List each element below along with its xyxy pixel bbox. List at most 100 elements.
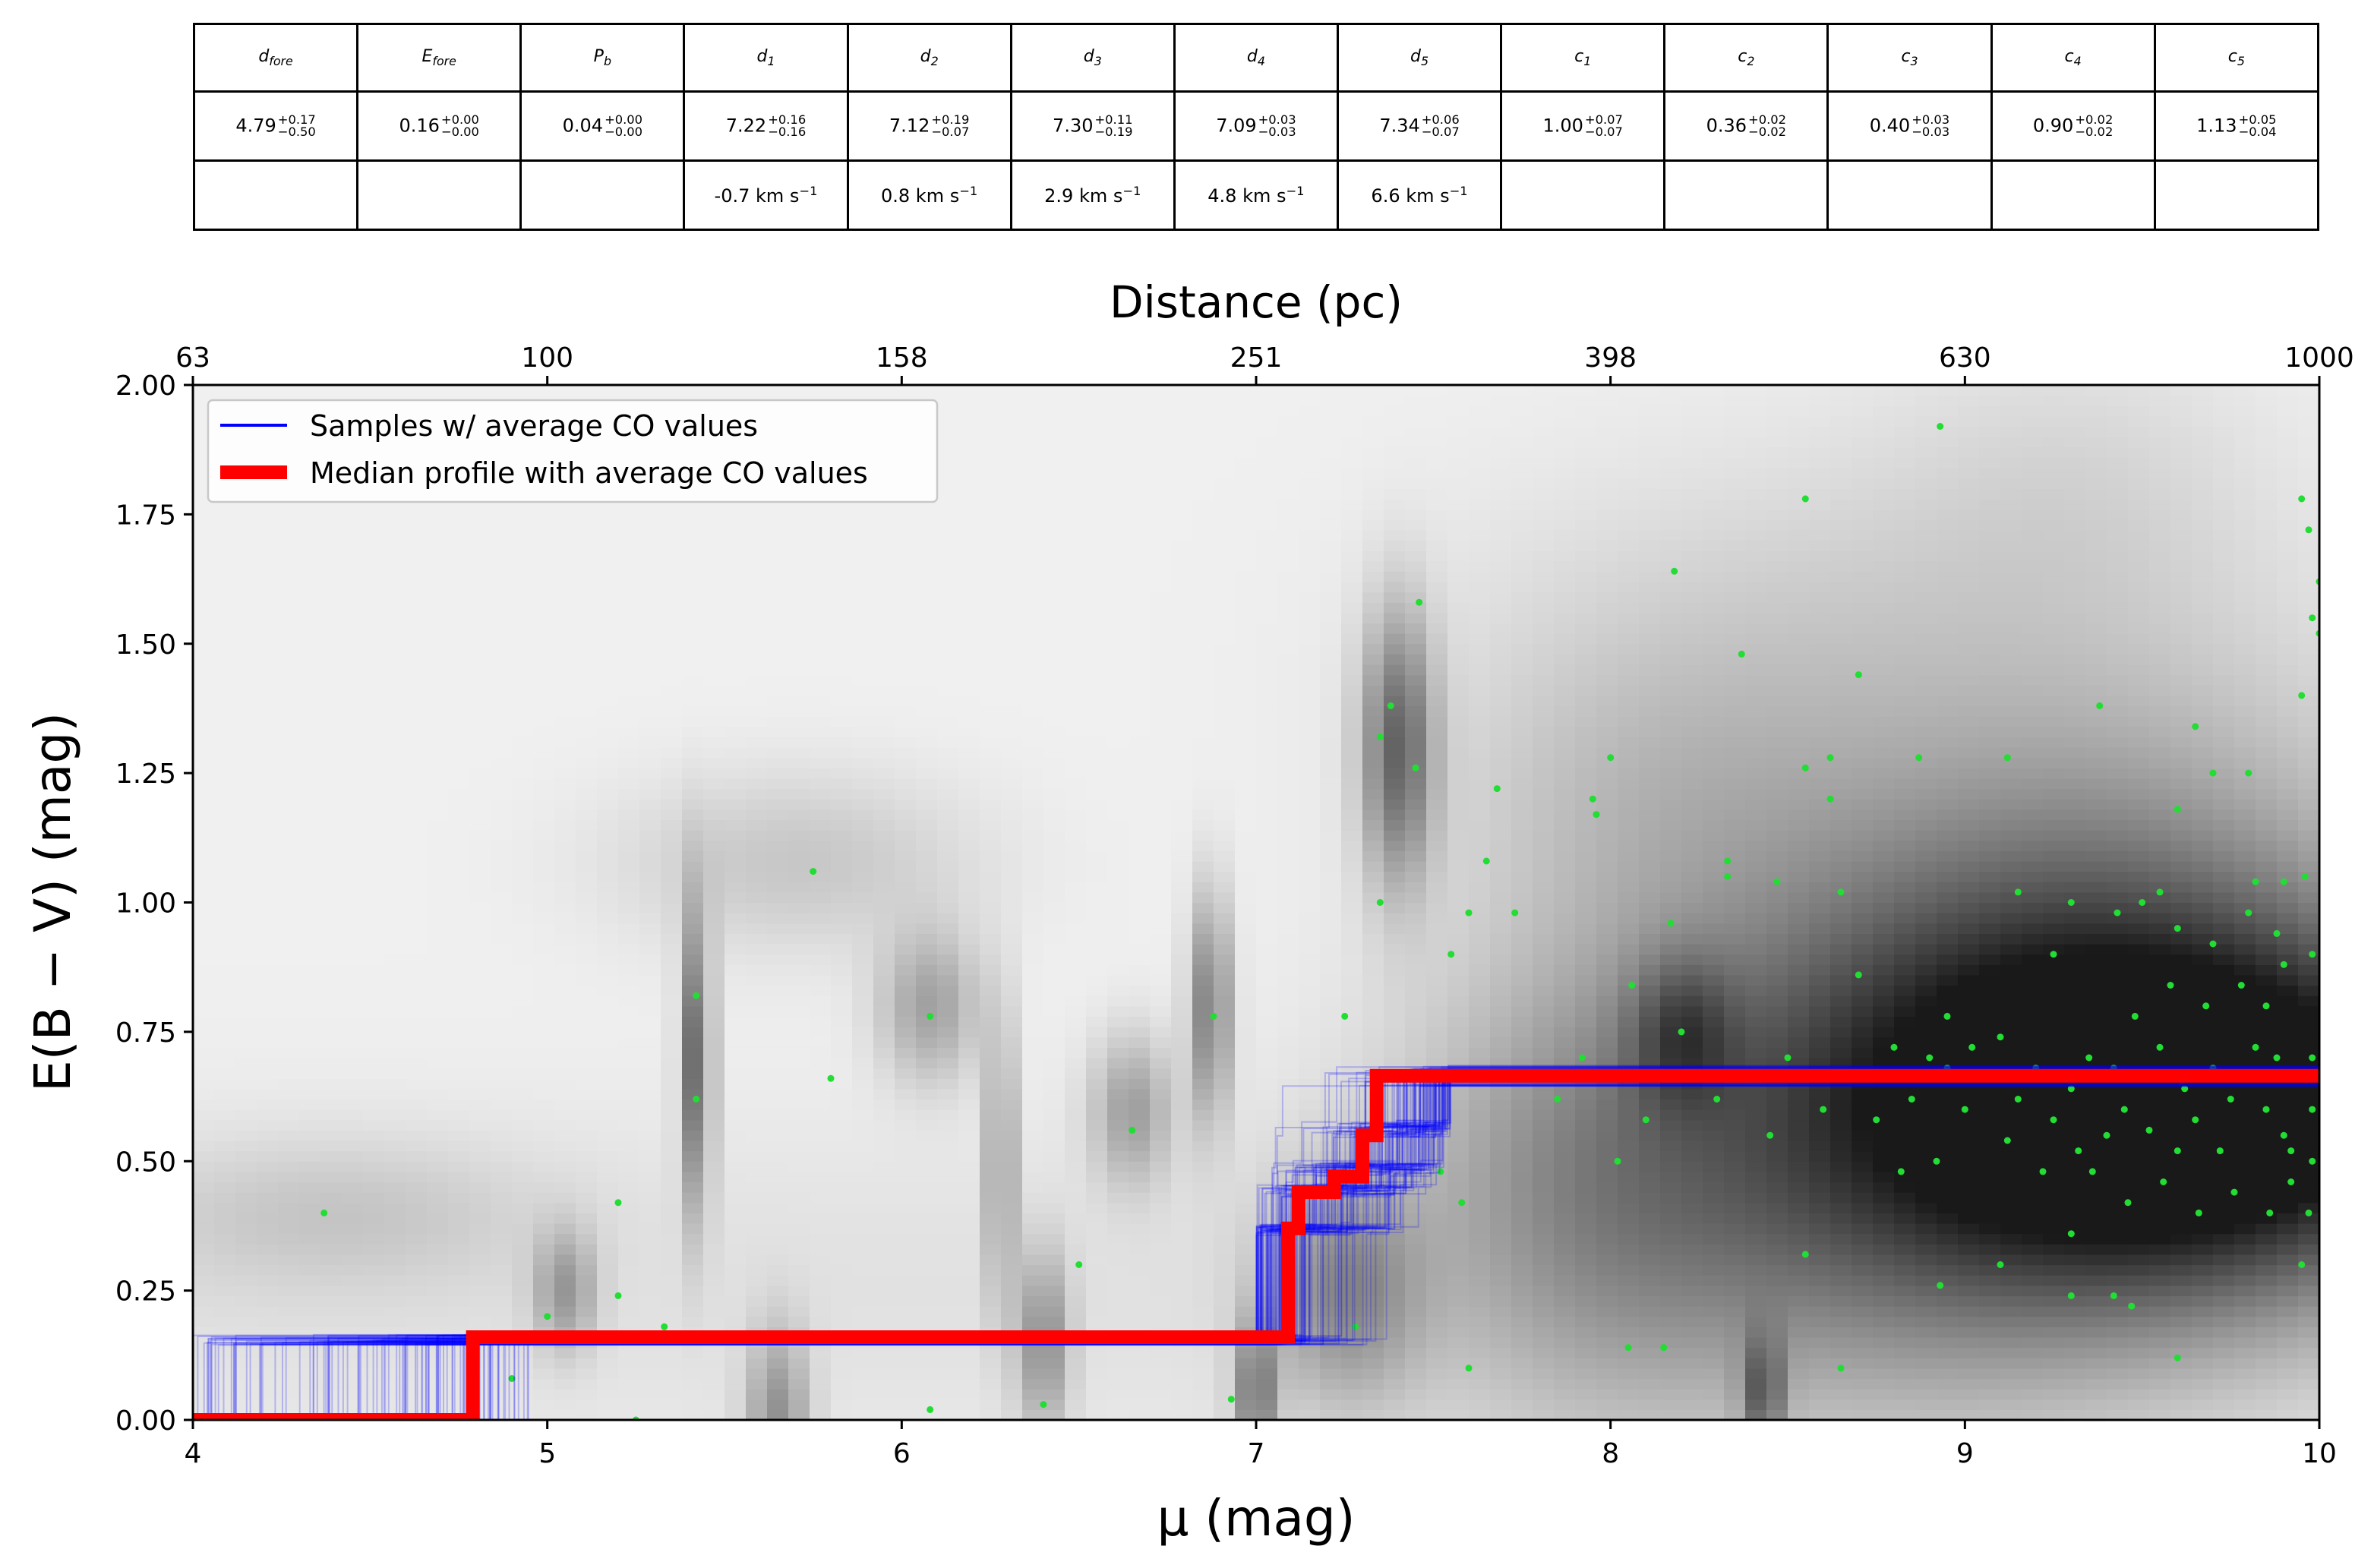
density-cell [1192,612,1214,624]
density-cell [1001,1285,1023,1297]
density-cell [725,1233,747,1245]
density-cell [512,809,534,821]
density-cell [533,1036,555,1048]
density-cell [1086,560,1108,572]
density-cell [406,819,428,831]
density-cell [1086,809,1108,821]
density-cell [1171,674,1193,686]
density-cell [1192,1057,1214,1069]
density-cell [980,778,1002,790]
density-cell [937,571,959,582]
density-cell [257,1078,279,1090]
density-cell [427,974,449,986]
density-cell [299,1078,321,1090]
density-cell [512,1378,534,1390]
density-cell [618,1285,640,1297]
density-cell [214,1161,236,1172]
density-cell [469,1150,491,1162]
density-cell [831,1223,853,1235]
density-cell [980,705,1002,717]
density-cell [384,1016,406,1027]
density-cell [299,923,321,934]
density-cell [1022,985,1044,996]
density-cell [320,923,343,934]
header-symbol: d [756,47,768,67]
density-cell [937,560,959,572]
density-cell [406,560,428,572]
density-cell [214,1027,236,1038]
density-cell [1022,768,1044,779]
density-cell [1022,695,1044,707]
density-cell [448,995,470,1007]
density-cell [725,882,747,893]
density-cell [767,1182,789,1193]
density-cell [576,705,598,717]
density-cell [320,871,343,882]
density-cell [873,726,895,738]
density-cell [1043,1264,1065,1276]
density-cell [1214,788,1236,800]
density-cell [916,860,938,872]
density-cell [406,1099,428,1110]
density-cell [576,799,598,810]
density-cell [278,954,300,965]
density-cell [1043,1275,1065,1286]
density-cell [980,974,1002,986]
density-cell [1150,1244,1172,1255]
density-cell [469,1264,491,1276]
density-cell [831,944,853,955]
density-cell [384,664,406,676]
density-cell [342,1109,364,1121]
density-cell [448,1347,470,1358]
density-cell [980,882,1002,893]
density-cell [406,581,428,593]
density-cell [533,1233,555,1245]
density-cell [1001,882,1023,893]
density-cell [1086,551,1108,562]
density-cell [469,809,491,821]
density-cell [320,695,343,707]
density-cell [1022,747,1044,759]
density-cell [491,995,513,1007]
density-cell [703,819,725,831]
density-cell [639,1130,661,1141]
density-cell [320,1109,343,1121]
density-cell [576,1285,598,1297]
density-cell [852,602,874,614]
density-cell [448,1078,470,1090]
density-cell [639,747,661,759]
density-cell [1129,654,1151,665]
density-cell [725,1099,747,1110]
density-cell [1171,468,1193,479]
density-cell [682,995,704,1007]
density-cell [895,1016,917,1027]
density-cell [533,1368,555,1380]
density-cell [958,840,980,851]
density-cell [491,1202,513,1213]
density-cell [384,581,406,593]
density-cell [703,768,725,779]
density-cell [406,664,428,676]
density-cell [767,1192,789,1204]
density-cell [873,1275,895,1286]
density-cell [427,923,449,934]
density-cell [980,788,1002,800]
density-cell [257,1316,279,1327]
density-cell [873,602,895,614]
density-cell [639,1316,661,1327]
density-cell [427,1171,449,1183]
density-cell [278,1027,300,1038]
density-cell [1171,850,1193,862]
density-cell [342,1399,364,1410]
density-cell [725,1192,747,1204]
density-cell [682,1223,704,1235]
density-cell [788,860,810,872]
density-cell [618,995,640,1007]
density-cell [342,529,364,541]
density-cell [725,1399,747,1410]
density-cell [278,1336,300,1349]
density-cell [235,1327,257,1338]
density-cell [937,415,959,427]
density-cell [533,985,555,996]
density-cell [831,850,853,862]
